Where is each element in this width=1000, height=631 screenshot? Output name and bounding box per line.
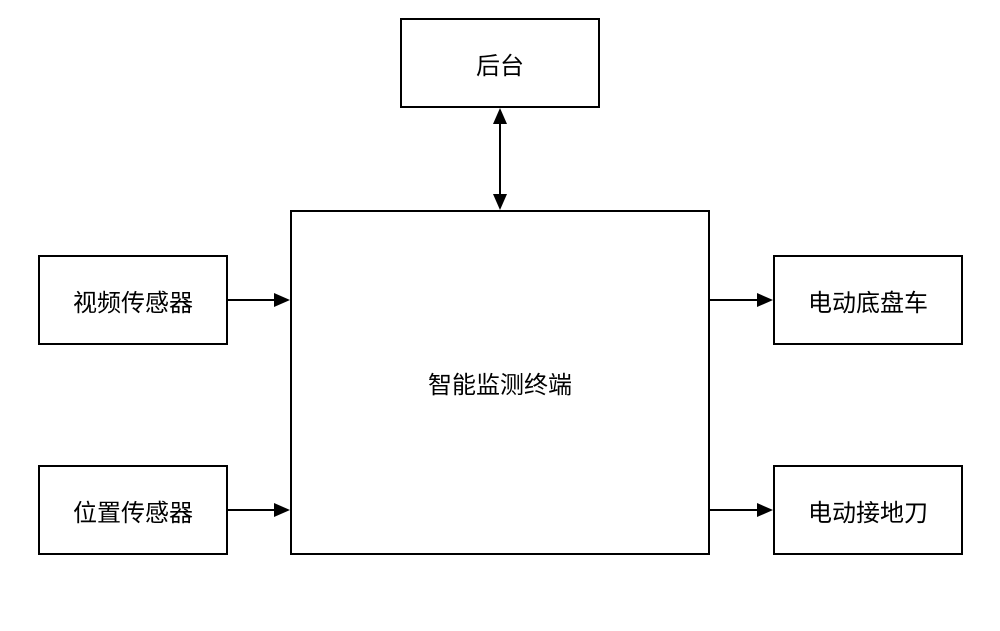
node-right2-label: 电动接地刀 bbox=[808, 493, 928, 528]
node-left1: 视频传感器 bbox=[38, 255, 228, 345]
node-left1-label: 视频传感器 bbox=[73, 283, 193, 318]
diagram-canvas: 后台 智能监测终端 视频传感器 位置传感器 电动底盘车 电动接地刀 bbox=[0, 0, 1000, 631]
node-right1-label: 电动底盘车 bbox=[808, 283, 928, 318]
node-top: 后台 bbox=[400, 18, 600, 108]
node-center-label: 智能监测终端 bbox=[428, 365, 572, 400]
node-center: 智能监测终端 bbox=[290, 210, 710, 555]
node-left2: 位置传感器 bbox=[38, 465, 228, 555]
node-right1: 电动底盘车 bbox=[773, 255, 963, 345]
node-top-label: 后台 bbox=[476, 46, 524, 81]
node-left2-label: 位置传感器 bbox=[73, 493, 193, 528]
node-right2: 电动接地刀 bbox=[773, 465, 963, 555]
